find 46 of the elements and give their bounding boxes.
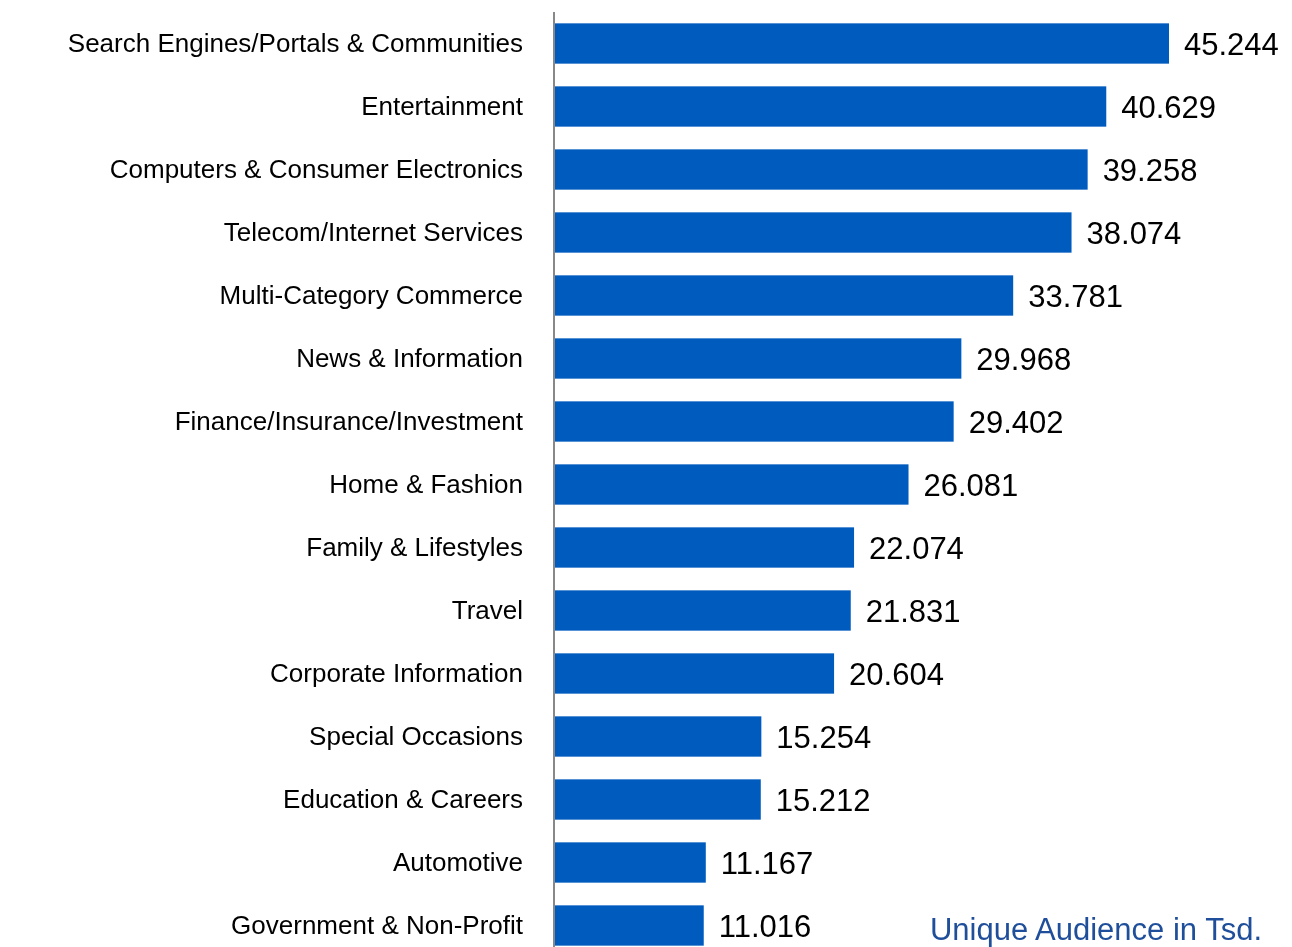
y-tick-label: Special Occasions [309, 720, 523, 751]
bar [554, 212, 1072, 253]
y-tick-label: Multi-Category Commerce [219, 279, 523, 310]
y-tick-label: Home & Fashion [329, 468, 523, 499]
y-tick-label: Corporate Information [270, 657, 523, 688]
y-tick-label: Automotive [392, 846, 523, 877]
bar [554, 905, 704, 946]
data-label: 33.781 [1028, 278, 1124, 314]
data-label: 21.831 [865, 593, 961, 629]
bar [554, 401, 954, 442]
data-label: 38.074 [1086, 215, 1182, 251]
y-tick-label: Finance/Insurance/Investment [174, 405, 524, 436]
bar [554, 527, 855, 568]
data-label: 39.258 [1102, 152, 1198, 188]
bar [554, 779, 761, 820]
data-label: 15.212 [775, 782, 871, 818]
y-tick-label: Family & Lifestyles [306, 531, 523, 562]
data-label: 29.402 [968, 404, 1064, 440]
data-label: 40.629 [1121, 89, 1217, 125]
y-tick-label: Education & Careers [283, 783, 523, 814]
bar [554, 149, 1088, 190]
y-tick-label: News & Information [296, 342, 523, 373]
data-label: 45.244 [1184, 26, 1279, 62]
annotation: Unique Audience in Tsd. [929, 912, 1262, 947]
bar [554, 338, 962, 379]
bar [554, 275, 1014, 316]
data-label: 29.968 [976, 341, 1072, 377]
bar [554, 590, 851, 631]
y-tick-label: Government & Non-Profit [231, 909, 524, 940]
bar [554, 653, 835, 694]
data-label: 20.604 [849, 656, 944, 692]
data-label: 11.167 [720, 845, 814, 881]
bar [554, 464, 909, 505]
bar [554, 842, 706, 883]
bar [554, 716, 762, 757]
bar [554, 23, 1169, 64]
data-label: 26.081 [923, 467, 1019, 503]
y-tick-label: Travel [451, 594, 523, 625]
data-label: 11.016 [718, 908, 812, 944]
data-label: 22.074 [869, 530, 964, 566]
y-tick-label: Search Engines/Portals & Communities [67, 27, 523, 58]
data-label: 15.254 [776, 719, 872, 755]
y-tick-label: Entertainment [361, 90, 524, 121]
bar [554, 86, 1107, 127]
y-tick-label: Computers & Consumer Electronics [109, 153, 523, 184]
y-tick-label: Telecom/Internet Services [223, 216, 523, 247]
